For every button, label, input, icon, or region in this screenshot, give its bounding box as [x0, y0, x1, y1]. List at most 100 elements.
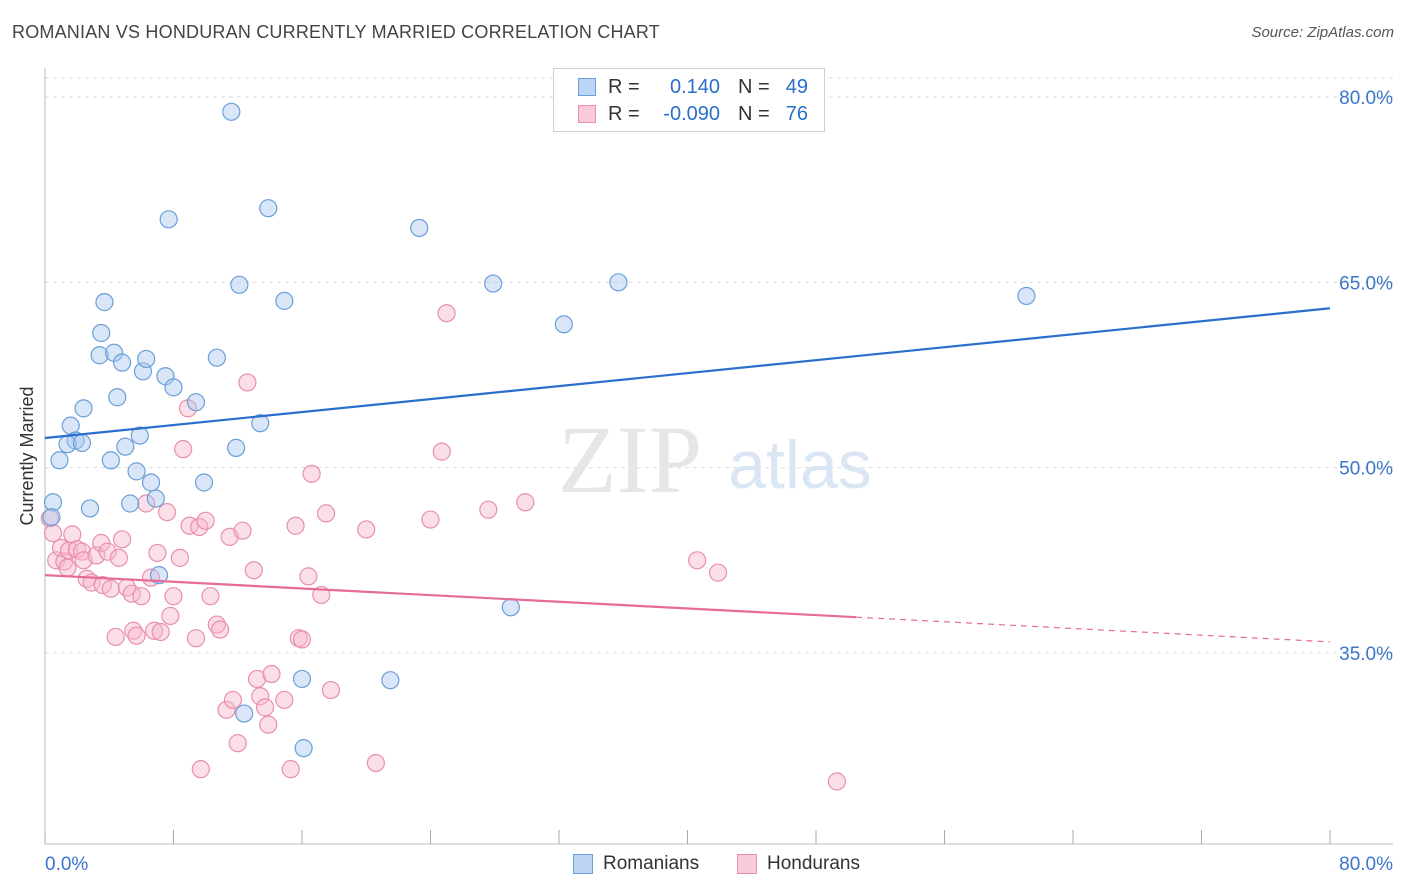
romanians-points: [42, 102, 1036, 758]
honduran-point: [145, 621, 164, 640]
honduran-point: [366, 753, 385, 773]
romanian-point: [186, 393, 206, 412]
hondurans-points: [40, 304, 846, 791]
romanian-point: [80, 499, 100, 518]
honduran-point: [228, 734, 247, 753]
honduran-point: [106, 627, 125, 647]
romanian-point: [501, 598, 520, 617]
y-tick-labels: 35.0% 50.0% 65.0% 80.0%: [1339, 88, 1393, 665]
honduran-point: [292, 630, 312, 649]
y-tick-label: 35.0%: [1339, 644, 1393, 665]
romanian-point: [90, 346, 109, 365]
honduran-point: [321, 680, 341, 700]
romanian-point: [101, 451, 120, 470]
honduran-point: [437, 304, 456, 323]
romanian-point: [381, 671, 400, 690]
romanian-point: [74, 399, 93, 418]
legend-row-romanians: R = 0.140 N = 49: [578, 74, 808, 100]
romanian-point: [50, 451, 69, 470]
honduran-point: [316, 504, 336, 523]
honduran-point: [827, 772, 846, 791]
romanian-point: [42, 507, 61, 527]
romanian-point: [251, 414, 270, 433]
honduran-point: [170, 548, 190, 567]
romanian-point: [159, 210, 178, 229]
romanians-swatch: [578, 78, 596, 96]
romanian-point: [127, 462, 146, 481]
romanian-point: [43, 493, 63, 512]
honduran-point: [174, 440, 193, 459]
y-axis-label: Currently Married: [17, 386, 37, 525]
romanian-point: [1017, 286, 1036, 306]
romanian-point: [95, 293, 114, 312]
honduran-point: [43, 524, 63, 543]
x-tick-label: 0.0%: [45, 854, 88, 875]
romanian-point: [92, 323, 111, 343]
honduran-point: [210, 620, 230, 639]
watermark-atlas: atlas: [728, 427, 872, 503]
honduran-point: [688, 551, 707, 570]
romanian-point: [292, 669, 312, 689]
n-value: 49: [785, 75, 808, 98]
romanian-point: [146, 489, 165, 508]
honduran-point: [302, 464, 321, 483]
romanian-point: [194, 473, 214, 492]
hondurans-legend-label: Hondurans: [767, 853, 860, 874]
honduran-point: [708, 563, 728, 582]
hondurans-legend-swatch: [737, 854, 757, 874]
romanian-point: [108, 388, 127, 407]
romanian-point: [116, 437, 135, 456]
hondurans-trend-extension: [856, 616, 1331, 643]
romanian-point: [259, 199, 278, 218]
honduran-point: [161, 606, 180, 626]
y-tick-label: 65.0%: [1339, 273, 1393, 294]
honduran-point: [281, 760, 300, 779]
romanians-legend-swatch: [573, 854, 593, 874]
y-tick-label: 80.0%: [1339, 88, 1393, 109]
trend-lines: [44, 307, 1331, 643]
n-label: N =: [738, 102, 770, 125]
honduran-point: [58, 558, 77, 577]
n-value: 76: [785, 102, 808, 125]
correlation-legend: R = 0.140 N = 49 R = -0.090 N = 76: [553, 68, 825, 132]
hondurans-swatch: [578, 105, 596, 123]
romanians-legend-label: Romanians: [603, 853, 700, 874]
honduran-point: [151, 622, 170, 642]
legend-row-hondurans: R = -0.090 N = 76: [578, 101, 808, 127]
romanian-point: [410, 218, 429, 238]
romanian-point: [275, 291, 294, 310]
honduran-point: [124, 621, 143, 640]
romanian-point: [130, 426, 149, 445]
romanian-point: [72, 433, 92, 453]
honduran-point: [186, 629, 206, 648]
honduran-point: [127, 626, 146, 645]
r-value: -0.090: [663, 102, 720, 125]
honduran-point: [132, 587, 151, 606]
honduran-point: [421, 510, 440, 529]
honduran-point: [217, 700, 236, 719]
romanian-point: [484, 274, 503, 293]
honduran-point: [259, 715, 278, 734]
honduran-point: [244, 561, 263, 580]
honduran-point: [299, 567, 318, 586]
watermark: ZIP atlas: [558, 406, 872, 513]
y-tick-label: 50.0%: [1339, 459, 1393, 480]
r-value: 0.140: [669, 75, 720, 98]
romanian-point: [609, 273, 628, 292]
romanian-point: [137, 349, 156, 369]
honduran-point: [207, 615, 226, 634]
honduran-point: [112, 530, 132, 549]
n-label: N =: [738, 75, 770, 98]
hondurans-trend-line: [44, 574, 857, 619]
honduran-point: [262, 664, 281, 684]
honduran-point: [148, 543, 167, 563]
honduran-point: [275, 690, 294, 710]
romanian-point: [230, 275, 249, 294]
honduran-point: [432, 442, 451, 461]
honduran-point: [255, 698, 275, 717]
romanian-point: [141, 473, 161, 492]
romanian-point: [149, 566, 169, 585]
honduran-point: [101, 579, 120, 598]
romanian-point: [554, 315, 573, 334]
honduran-point: [238, 373, 257, 392]
